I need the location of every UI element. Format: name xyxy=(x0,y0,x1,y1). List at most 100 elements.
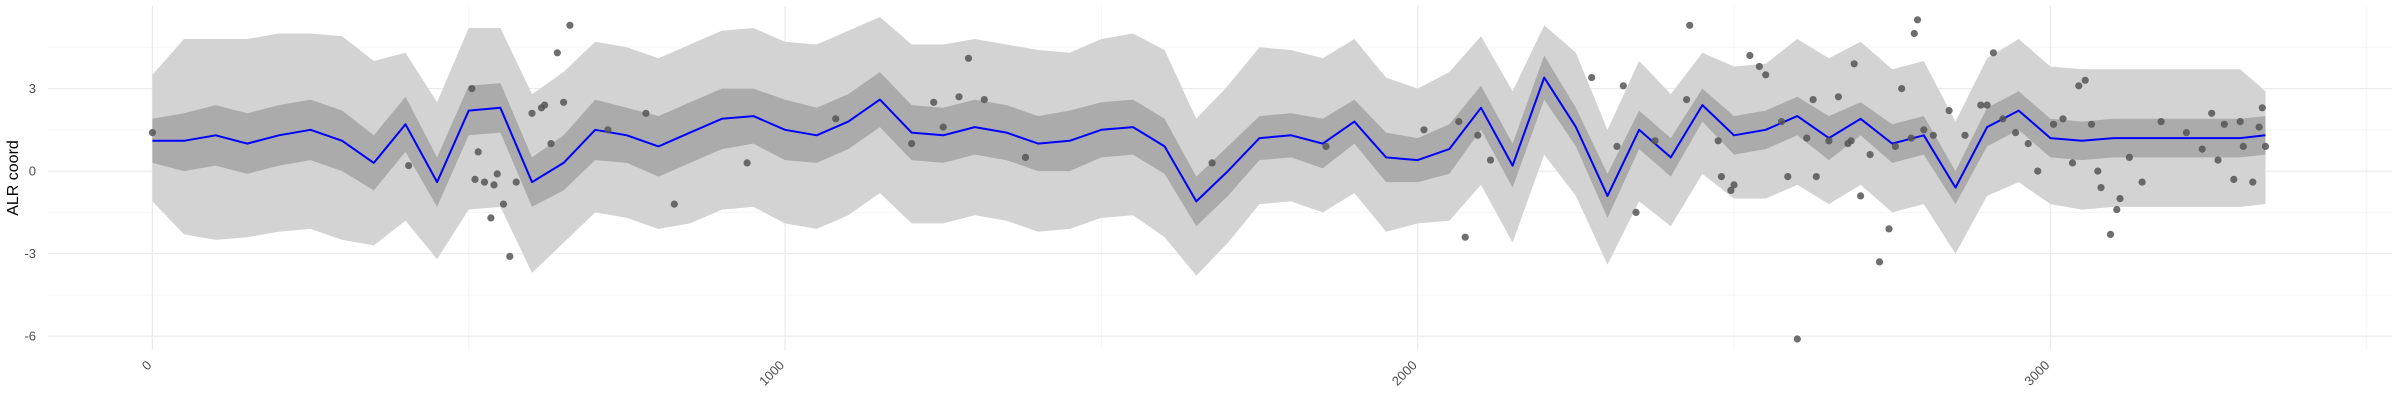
data-point xyxy=(148,129,156,137)
data-point xyxy=(1632,208,1640,216)
data-point xyxy=(2087,120,2096,128)
data-point xyxy=(1717,173,1725,181)
data-point xyxy=(1983,101,1991,109)
data-point xyxy=(2049,120,2058,128)
data-point xyxy=(480,178,489,186)
data-point xyxy=(1420,126,1428,134)
data-point xyxy=(1847,137,1855,145)
data-point xyxy=(1977,101,1985,109)
data-point xyxy=(642,109,650,117)
data-point xyxy=(1885,225,1893,233)
data-point xyxy=(2125,153,2133,161)
data-point xyxy=(1588,74,1596,82)
data-point xyxy=(2012,129,2020,137)
data-point xyxy=(2182,129,2190,137)
data-point xyxy=(1461,233,1469,241)
data-point xyxy=(908,140,916,148)
data-point xyxy=(980,96,988,104)
data-point xyxy=(1762,71,1770,79)
data-point xyxy=(2097,184,2105,192)
y-tick-label: 3 xyxy=(29,81,36,96)
data-point xyxy=(1455,118,1463,126)
data-point xyxy=(1825,137,1833,145)
band-95 xyxy=(152,17,2266,276)
data-point xyxy=(2214,156,2222,164)
data-point xyxy=(930,98,938,106)
data-point xyxy=(553,49,561,57)
x-tick-label: 2000 xyxy=(1389,358,1420,389)
data-point xyxy=(2239,142,2247,150)
data-point xyxy=(1961,131,1969,139)
data-point xyxy=(474,148,482,156)
data-point xyxy=(1777,118,1786,126)
x-axis-ticks: 0 1000 2000 3000 xyxy=(139,358,2053,389)
data-point xyxy=(1850,60,1858,68)
data-point xyxy=(493,170,501,178)
data-point xyxy=(560,98,568,106)
data-point xyxy=(955,93,963,101)
data-point xyxy=(2208,109,2216,117)
data-point xyxy=(1898,85,1906,93)
data-point xyxy=(528,109,536,117)
data-point xyxy=(964,54,973,62)
x-tick-label: 1000 xyxy=(756,358,787,389)
data-point xyxy=(670,200,678,208)
data-point xyxy=(1875,258,1884,266)
data-point xyxy=(1755,62,1763,71)
data-point xyxy=(604,126,612,134)
data-point xyxy=(468,85,476,93)
data-point xyxy=(2258,104,2266,112)
data-point xyxy=(1619,82,1627,90)
data-point xyxy=(1945,107,1953,115)
data-point xyxy=(2255,123,2263,131)
data-point xyxy=(1891,142,1899,150)
data-point xyxy=(1474,131,1482,139)
data-point xyxy=(2249,178,2257,186)
data-point xyxy=(1021,153,1030,161)
data-point xyxy=(2024,140,2032,148)
data-point xyxy=(2106,230,2115,238)
data-point xyxy=(1322,142,1330,150)
mean-line-layer xyxy=(152,76,2266,203)
data-point xyxy=(1613,142,1621,150)
data-point xyxy=(405,162,413,170)
y-tick-label: 0 xyxy=(29,164,36,179)
data-point xyxy=(1727,186,1735,194)
data-point xyxy=(2157,118,2165,126)
data-point xyxy=(2034,167,2042,175)
data-point xyxy=(1920,126,1928,134)
data-point xyxy=(2198,145,2206,153)
data-point xyxy=(2075,82,2083,90)
band-50 xyxy=(152,55,2266,227)
data-point xyxy=(1907,134,1915,142)
data-point xyxy=(1812,173,1820,181)
data-point xyxy=(1999,115,2007,123)
mean-line xyxy=(152,76,2266,203)
band-95-layer xyxy=(152,17,2266,276)
data-point xyxy=(487,214,495,222)
data-point xyxy=(1651,137,1659,145)
x-tick-label: 0 xyxy=(139,358,155,374)
data-point xyxy=(506,252,514,260)
data-point xyxy=(2116,195,2124,203)
data-point xyxy=(2230,175,2238,183)
data-point xyxy=(1866,151,1874,159)
data-point xyxy=(743,159,751,167)
data-point xyxy=(2059,115,2067,123)
data-point xyxy=(2113,206,2121,214)
data-point xyxy=(1989,49,1997,57)
data-point xyxy=(2081,76,2089,84)
data-point xyxy=(1834,93,1842,101)
band-50-layer xyxy=(152,55,2266,227)
data-point xyxy=(832,115,840,123)
data-point xyxy=(471,175,479,183)
data-point xyxy=(547,140,555,148)
y-tick-label: -3 xyxy=(24,246,36,261)
data-point xyxy=(1714,137,1722,145)
data-point xyxy=(1208,159,1216,167)
data-point xyxy=(2220,120,2228,128)
data-point xyxy=(566,21,574,29)
y-axis-ticks: 3 0 -3 -6 xyxy=(24,81,36,344)
data-point xyxy=(2138,178,2146,186)
